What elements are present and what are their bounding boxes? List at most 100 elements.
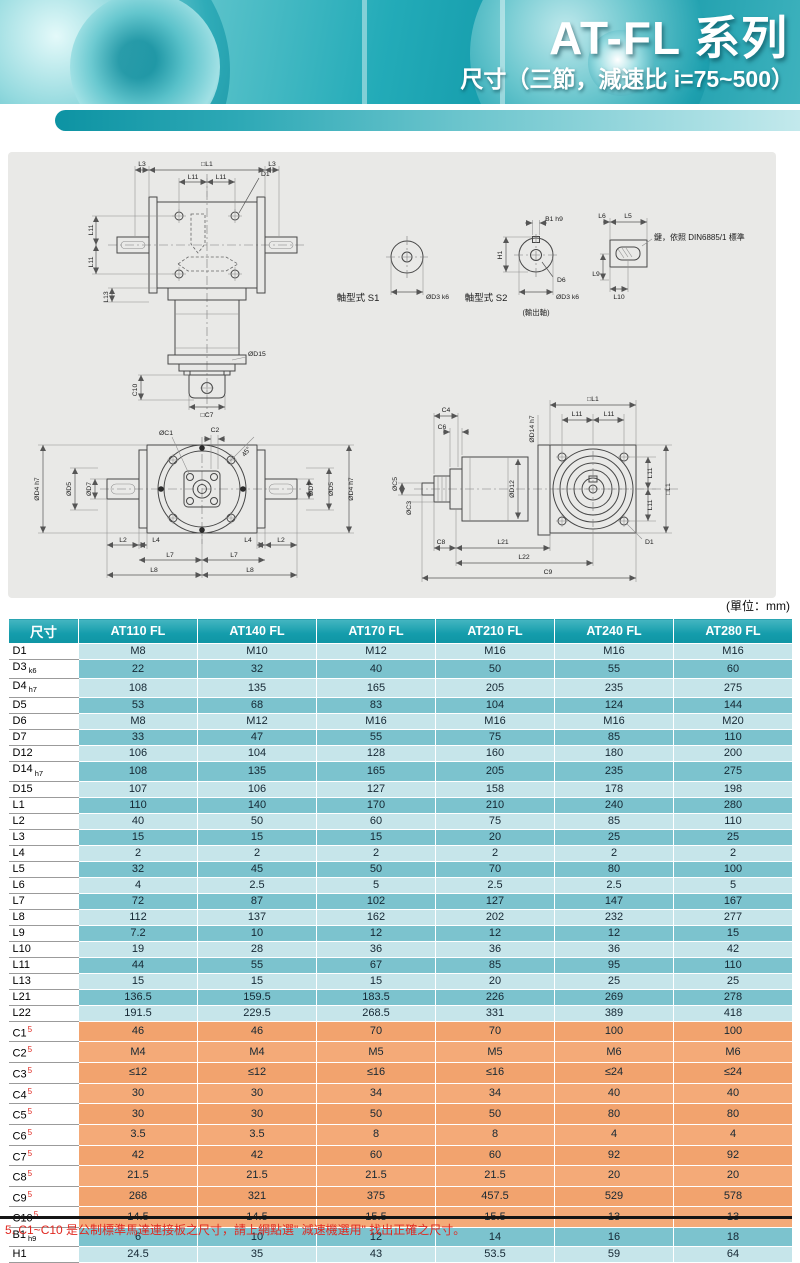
dim-label-l11: L11 xyxy=(604,411,615,418)
dim-value: 135 xyxy=(197,678,317,699)
row-label: L21 xyxy=(8,989,79,1006)
drawing-panel: L3 □L1 L3 L11 L11 D1 L11 L11 L13 ØD15 C1… xyxy=(8,152,776,598)
dim-label-l1: □L1 xyxy=(587,396,599,403)
dim-value: 44 xyxy=(78,956,198,974)
dim-value: 70 xyxy=(435,860,555,878)
row-label: C35 xyxy=(8,1062,79,1084)
dim-value: 50 xyxy=(316,860,436,878)
dim-label-c9: C9 xyxy=(544,569,553,576)
banner-seam xyxy=(500,0,505,104)
dim-value: 165 xyxy=(316,761,436,782)
dim-value: 30 xyxy=(197,1082,317,1105)
dim-value: 32 xyxy=(197,658,317,680)
dim-value: 127 xyxy=(435,892,555,910)
row-label: D15 xyxy=(8,781,79,798)
dim-value: 321 xyxy=(197,1185,317,1208)
dim-value: 5 xyxy=(673,876,793,894)
banner-shaft-art xyxy=(588,30,654,96)
dim-value: 2 xyxy=(435,844,555,862)
dim-value: 12 xyxy=(435,924,555,942)
dim-value: 34 xyxy=(435,1082,555,1105)
dim-label-d4: ØD4 h7 xyxy=(348,477,355,501)
dim-value: 5 xyxy=(316,876,436,894)
dim-label-d14: ØD14 h7 xyxy=(529,415,536,442)
dim-label-l8: L8 xyxy=(150,567,158,574)
dim-value: 4 xyxy=(673,1123,793,1146)
dim-value: 34 xyxy=(316,1082,436,1105)
col-header: AT280 FL xyxy=(673,618,793,644)
dim-label-l6: L6 xyxy=(598,213,606,220)
dim-label-d6: D6 xyxy=(557,277,566,284)
table-row: D1 M8 M10 M12 M16 M16 M16 xyxy=(8,643,793,660)
col-header: AT210 FL xyxy=(435,618,555,644)
dim-value: M5 xyxy=(316,1041,436,1063)
dim-value: 16 xyxy=(554,1227,674,1248)
unit-note: (單位：mm) xyxy=(726,599,790,613)
dim-value: ≤12 xyxy=(78,1061,198,1084)
dim-value: 191.5 xyxy=(78,1004,198,1022)
dim-label-d3: ØD3 k6 xyxy=(556,294,579,301)
dim-value: 578 xyxy=(673,1185,793,1208)
dim-value: 95 xyxy=(554,956,674,974)
dim-value: 43 xyxy=(316,1246,436,1263)
dim-value: 205 xyxy=(435,761,555,782)
dim-value: 198 xyxy=(673,780,793,798)
dim-value: 108 xyxy=(78,678,198,699)
dim-value: 25 xyxy=(673,828,793,846)
table-row: L9 7.2 10 12 12 12 15 xyxy=(8,924,793,942)
dim-value: 268.5 xyxy=(316,1004,436,1022)
dim-value: 25 xyxy=(554,972,674,990)
dim-value: 25 xyxy=(554,828,674,846)
dim-value: 60 xyxy=(316,812,436,830)
teal-divider-swoosh xyxy=(55,110,800,131)
dim-value: 20 xyxy=(435,828,555,846)
dim-value: 106 xyxy=(78,745,198,763)
dim-value: M4 xyxy=(197,1041,317,1063)
row-label: B1 h9 xyxy=(8,1227,79,1248)
dim-label-d7: ØD7 xyxy=(86,482,93,496)
dim-value: 87 xyxy=(197,892,317,910)
dim-value: 85 xyxy=(554,812,674,830)
dim-value: 35 xyxy=(197,1246,317,1263)
dim-label-l10: L10 xyxy=(613,294,625,301)
dim-value: M16 xyxy=(673,643,793,660)
dim-value: 100 xyxy=(673,860,793,878)
dim-label-c5: ØC5 xyxy=(392,477,399,491)
row-label: D3 k6 xyxy=(8,659,79,680)
dim-value: 36 xyxy=(554,940,674,958)
dim-value: 12 xyxy=(316,1227,436,1248)
dim-value: M16 xyxy=(554,713,674,731)
dim-value: 112 xyxy=(78,908,198,926)
dim-label-c8: C8 xyxy=(437,539,446,546)
dim-value: 64 xyxy=(673,1246,793,1263)
dim-label-l4: L4 xyxy=(244,537,252,544)
header-banner: AT-FL 系列 尺寸（三節，減速比 i=75~500） xyxy=(0,0,800,104)
dim-value: 128 xyxy=(316,745,436,763)
dim-value: M6 xyxy=(554,1041,674,1063)
dim-label-d5: ØD5 xyxy=(328,482,335,496)
dim-value: 180 xyxy=(554,745,674,763)
table-row: L10 19 28 36 36 36 42 xyxy=(8,940,793,958)
dim-value: 210 xyxy=(435,796,555,814)
dim-value: M5 xyxy=(435,1041,555,1063)
row-label: D4 h7 xyxy=(8,678,79,699)
dimensions-table-wrap: 尺寸 AT110 FL AT140 FL AT170 FL AT210 FL AT240 … xyxy=(8,618,793,1263)
dim-value: 21.5 xyxy=(197,1165,317,1187)
dim-label-l21: L21 xyxy=(497,539,509,546)
row-label: L9 xyxy=(8,925,79,942)
dim-value: 30 xyxy=(78,1103,198,1125)
dim-value: 8 xyxy=(316,1123,436,1146)
dim-value: 19 xyxy=(78,940,198,958)
dim-value: 375 xyxy=(316,1185,436,1208)
row-label: D1 xyxy=(8,643,79,660)
row-label: L6 xyxy=(8,877,79,894)
dim-value: 92 xyxy=(554,1144,674,1167)
dim-value: 28 xyxy=(197,940,317,958)
dim-value: 418 xyxy=(673,1004,793,1022)
dim-value: 59 xyxy=(554,1246,674,1263)
dim-value: 40 xyxy=(673,1082,793,1105)
dim-label-l11: L11 xyxy=(216,174,227,181)
dim-value: 45 xyxy=(197,860,317,878)
dim-value: 15 xyxy=(197,972,317,990)
table-row: C25 M4 M4 M5 M5 M6 M6 xyxy=(8,1041,793,1063)
